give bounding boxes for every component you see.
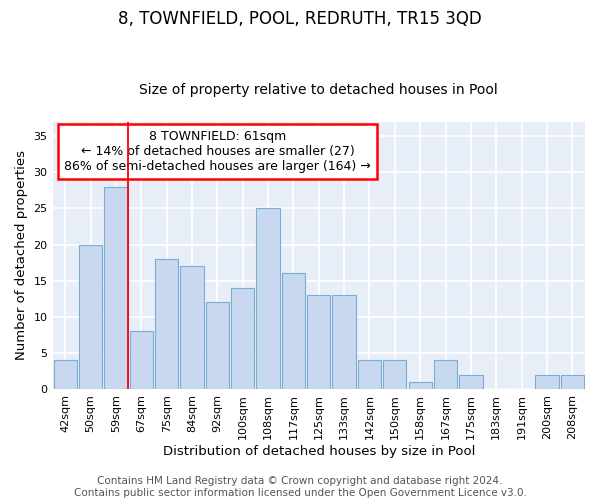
Bar bbox=[383, 360, 406, 389]
Bar bbox=[181, 266, 203, 389]
Bar bbox=[560, 374, 584, 389]
Bar bbox=[332, 295, 356, 389]
Y-axis label: Number of detached properties: Number of detached properties bbox=[15, 150, 28, 360]
Bar bbox=[206, 302, 229, 389]
Bar bbox=[53, 360, 77, 389]
Bar bbox=[434, 360, 457, 389]
Bar bbox=[307, 295, 331, 389]
Bar bbox=[130, 332, 153, 389]
Bar bbox=[256, 208, 280, 389]
Text: 8 TOWNFIELD: 61sqm
← 14% of detached houses are smaller (27)
86% of semi-detache: 8 TOWNFIELD: 61sqm ← 14% of detached hou… bbox=[64, 130, 371, 173]
Bar bbox=[282, 274, 305, 389]
Bar bbox=[409, 382, 432, 389]
Bar bbox=[358, 360, 381, 389]
Bar bbox=[459, 374, 482, 389]
Bar bbox=[535, 374, 559, 389]
Text: Contains HM Land Registry data © Crown copyright and database right 2024.
Contai: Contains HM Land Registry data © Crown c… bbox=[74, 476, 526, 498]
Text: 8, TOWNFIELD, POOL, REDRUTH, TR15 3QD: 8, TOWNFIELD, POOL, REDRUTH, TR15 3QD bbox=[118, 10, 482, 28]
Title: Size of property relative to detached houses in Pool: Size of property relative to detached ho… bbox=[139, 83, 498, 97]
Bar bbox=[104, 187, 128, 389]
Bar bbox=[155, 259, 178, 389]
Bar bbox=[231, 288, 254, 389]
Bar bbox=[79, 244, 102, 389]
X-axis label: Distribution of detached houses by size in Pool: Distribution of detached houses by size … bbox=[163, 444, 475, 458]
